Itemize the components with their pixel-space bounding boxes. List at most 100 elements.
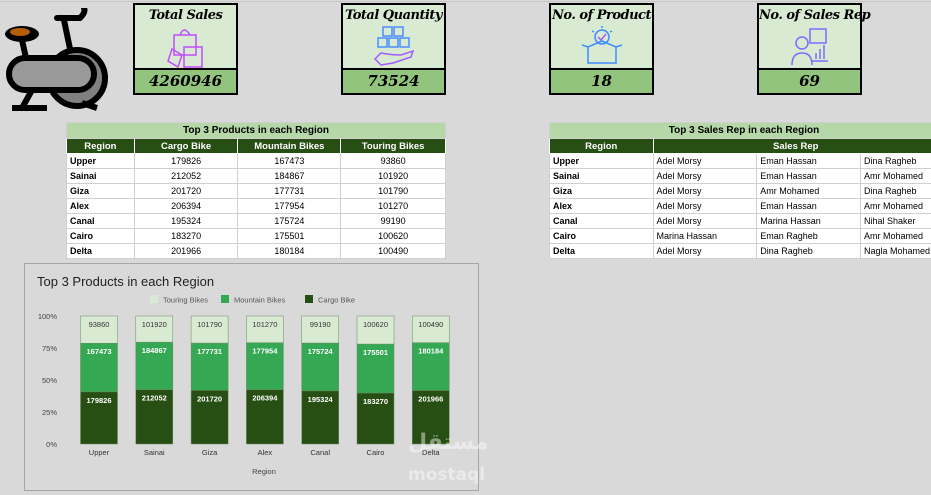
bar-segment bbox=[412, 390, 450, 445]
value-cell: Eman Hassan bbox=[756, 198, 861, 214]
value-cell: 201720 bbox=[133, 183, 239, 199]
y-tick-label: 0% bbox=[46, 440, 57, 449]
data-label: 101790 bbox=[197, 320, 222, 329]
column-header: Region bbox=[66, 138, 135, 154]
table-row: Cairo Marina Hassan Eman Ragheb Amr Mohamed bbox=[549, 228, 931, 244]
x-tick-label: Sainai bbox=[144, 448, 165, 457]
value-cell: 175501 bbox=[237, 228, 342, 244]
y-tick-label: 100% bbox=[38, 312, 58, 321]
data-label: 201966 bbox=[418, 394, 443, 403]
value-cell: Eman Hassan bbox=[756, 168, 861, 184]
card-value: 18 bbox=[551, 68, 652, 93]
legend-swatch bbox=[150, 295, 158, 303]
data-label: 101270 bbox=[252, 320, 277, 329]
bar-segment bbox=[80, 391, 118, 445]
value-cell: 100620 bbox=[340, 228, 446, 244]
table-row: Alex Adel Morsy Eman Hassan Amr Mohamed bbox=[549, 198, 931, 214]
value-cell: 212052 bbox=[133, 168, 239, 184]
x-tick-label: Canal bbox=[310, 448, 330, 457]
value-cell: 99190 bbox=[340, 213, 446, 229]
bar-segment bbox=[80, 315, 118, 344]
bar-segment bbox=[135, 315, 174, 343]
watermark-logo-latin: mostaql bbox=[408, 465, 486, 485]
bar-segment bbox=[190, 342, 229, 391]
table-title: Top 3 Sales Rep in each Region bbox=[549, 122, 931, 139]
value-cell: 175724 bbox=[237, 213, 342, 229]
value-cell: Marina Hassan bbox=[756, 213, 861, 229]
bar-segment bbox=[246, 389, 284, 445]
bar-segment bbox=[135, 341, 174, 390]
x-axis-label: Region bbox=[252, 467, 276, 476]
column-header: Mountain Bikes bbox=[237, 138, 342, 154]
card-value: 4260946 bbox=[135, 68, 236, 93]
table-row: Delta Adel Morsy Dina Ragheb Nagla Mohamed bbox=[549, 243, 931, 259]
value-cell: 184867 bbox=[237, 168, 342, 184]
value-cell: Amr Mohamed bbox=[860, 198, 931, 214]
value-cell: Nihal Shaker bbox=[860, 213, 931, 229]
region-cell: Upper bbox=[549, 153, 654, 169]
bar-segment bbox=[246, 315, 284, 343]
bar-segment bbox=[80, 342, 118, 393]
x-tick-label: Alex bbox=[258, 448, 273, 457]
data-label: 175724 bbox=[308, 347, 334, 356]
y-tick-label: 50% bbox=[42, 376, 57, 385]
table-row: Sainai Adel Morsy Eman Hassan Amr Mohamed bbox=[549, 168, 931, 184]
region-cell: Giza bbox=[549, 183, 654, 199]
no-of-sales-rep-card: No. of Sales Rep 69 bbox=[757, 3, 871, 95]
total-sales-card: Total Sales 4260946 bbox=[133, 3, 238, 95]
x-tick-label: Giza bbox=[202, 448, 218, 457]
region-cell: Sainai bbox=[66, 168, 135, 184]
bar-segment bbox=[412, 315, 450, 343]
header-region: Region bbox=[549, 138, 654, 154]
legend-swatch bbox=[221, 295, 229, 303]
value-cell: 179826 bbox=[133, 153, 239, 169]
total-quantity-card: Total Quantity 73524 bbox=[341, 3, 446, 95]
value-cell: 100490 bbox=[340, 243, 446, 259]
value-cell: 201966 bbox=[133, 243, 239, 259]
value-cell: Adel Morsy bbox=[652, 243, 758, 259]
boxes-in-hand-icon bbox=[343, 25, 444, 71]
card-title: Total Quantity bbox=[345, 8, 442, 23]
table-row: Canal Adel Morsy Marina Hassan Nihal Shaker bbox=[549, 213, 931, 229]
bar-segment bbox=[301, 390, 339, 445]
data-label: 100620 bbox=[363, 320, 388, 329]
region-cell: Cairo bbox=[549, 228, 654, 244]
value-cell: Dina Ragheb bbox=[860, 183, 931, 199]
data-label: 177954 bbox=[252, 347, 278, 356]
bar-segment bbox=[301, 342, 339, 392]
value-cell: 206394 bbox=[133, 198, 239, 214]
products-table: Top 3 Products in each Region Region Carg… bbox=[66, 122, 446, 259]
region-cell: Delta bbox=[66, 243, 135, 259]
table-row: Cairo 183270 175501 100620 bbox=[66, 228, 446, 244]
x-tick-label: Cairo bbox=[367, 448, 385, 457]
value-cell: Adel Morsy bbox=[652, 153, 758, 169]
data-label: 195324 bbox=[308, 395, 334, 404]
value-cell: Adel Morsy bbox=[652, 183, 758, 199]
region-cell: Upper bbox=[66, 153, 135, 169]
table-title: Top 3 Products in each Region bbox=[66, 122, 446, 139]
sheet-gridline bbox=[0, 0, 931, 2]
legend-label: Cargo Bike bbox=[318, 296, 355, 305]
value-cell: 93860 bbox=[340, 153, 446, 169]
exercise-bike-icon bbox=[2, 5, 114, 116]
value-cell: Eman Hassan bbox=[756, 153, 861, 169]
legend-label: Touring Bikes bbox=[163, 296, 208, 305]
region-cell: Delta bbox=[549, 243, 654, 259]
sales-rep-table: Top 3 Sales Rep in each Region Region Sal… bbox=[549, 122, 931, 259]
header-sales-rep: Sales Rep bbox=[652, 138, 931, 154]
chart-svg: Top 3 Products in each Region Touring Bik… bbox=[37, 274, 450, 476]
no-of-product-card: No. of Product 18 bbox=[549, 3, 654, 95]
table-row: Delta 201966 180184 100490 bbox=[66, 243, 446, 259]
value-cell: 195324 bbox=[133, 213, 239, 229]
value-cell: Marina Hassan bbox=[652, 228, 758, 244]
table-row: Upper 179826 167473 93860 bbox=[66, 153, 446, 169]
table-row: Upper Adel Morsy Eman Hassan Dina Ragheb bbox=[549, 153, 931, 169]
column-header: Cargo Bike bbox=[133, 138, 239, 154]
value-cell: 101790 bbox=[340, 183, 446, 199]
region-cell: Canal bbox=[549, 213, 654, 229]
y-tick-label: 25% bbox=[42, 408, 57, 417]
value-cell: Dina Ragheb bbox=[756, 243, 861, 259]
region-cell: Sainai bbox=[549, 168, 654, 184]
value-cell: Dina Ragheb bbox=[860, 153, 931, 169]
region-cell: Cairo bbox=[66, 228, 135, 244]
